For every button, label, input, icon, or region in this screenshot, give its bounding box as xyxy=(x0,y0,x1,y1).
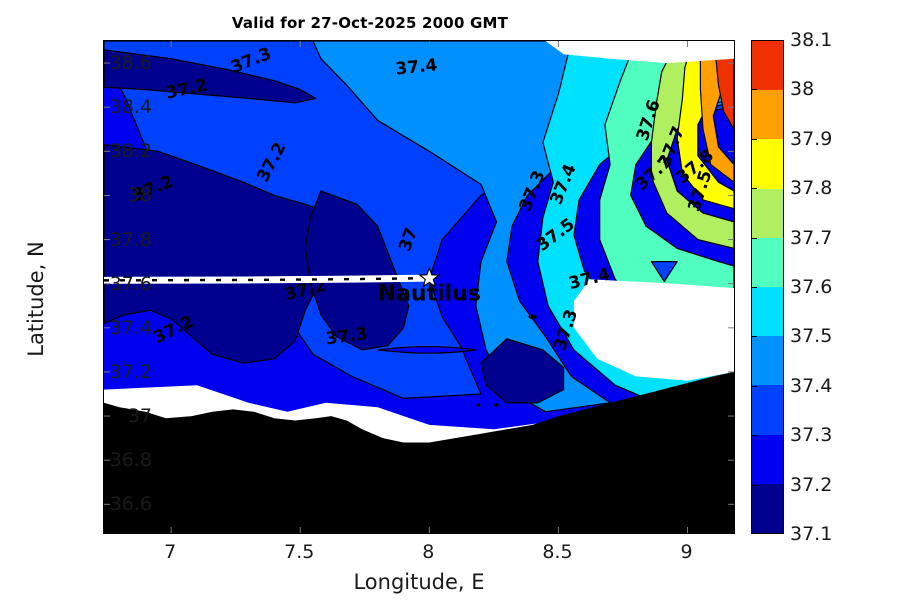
x-tick-label: 7 xyxy=(164,541,177,563)
colorbar-tick-label: 37.3 xyxy=(790,424,833,447)
figure-title: Valid for 27-Oct-2025 2000 GMT xyxy=(231,14,509,32)
colorbar-tick-label: 37.6 xyxy=(790,276,833,298)
contour-band-371-372-north xyxy=(104,49,317,104)
colorbar-tick-label: 38 xyxy=(790,78,815,101)
contour-band-371-372-southeast xyxy=(480,338,565,404)
contour-sliver xyxy=(377,345,476,354)
x-tick-label: 8.5 xyxy=(542,541,573,563)
x-tick-label: 7.5 xyxy=(284,541,315,563)
y-tick-label: 38 xyxy=(127,184,152,207)
x-tick-label: 9 xyxy=(680,541,693,563)
colorbar-tick-label: 37.4 xyxy=(790,374,833,397)
colorbar-tick-mark xyxy=(751,89,757,91)
colorbar-tick-mark xyxy=(751,237,757,239)
contour-band-371-372-central xyxy=(304,190,410,351)
y-tick-label: 38.4 xyxy=(109,96,152,119)
nautilus-label: Nautilus xyxy=(378,282,481,307)
nautilus-star-marker[interactable] xyxy=(418,266,441,288)
y-tick-label: 36.8 xyxy=(109,449,152,472)
colorbar-tick-label: 37.1 xyxy=(790,523,833,545)
colorbar-band xyxy=(752,336,783,386)
y-tick-label: 37.2 xyxy=(109,360,152,383)
colorbar-band xyxy=(752,90,783,140)
y-tick-label: 37 xyxy=(127,405,152,428)
y-tick-label: 38.2 xyxy=(109,140,152,163)
colorbar-tick-label: 37.7 xyxy=(790,226,833,249)
y-tick-label: 38.6 xyxy=(109,52,152,75)
y-tick-label: 36.6 xyxy=(109,493,152,516)
small-contour-triangle xyxy=(650,261,678,283)
colorbar-band xyxy=(752,385,783,435)
colorbar-tick-label: 37.2 xyxy=(790,473,833,496)
y-tick-label: 37.4 xyxy=(109,316,152,339)
nodata-north xyxy=(545,41,734,64)
colorbar-tick-mark xyxy=(751,336,757,338)
ship-track-group[interactable]: Nautilus xyxy=(104,266,481,307)
map-svg: 37.337.237.437.237.237.637.737.737.837.5… xyxy=(104,41,734,533)
contour-label: 37.4 xyxy=(395,55,439,79)
colorbar-tick-mark xyxy=(751,287,757,288)
colorbar-tick-mark xyxy=(751,188,757,190)
x-axis-title: Longitude, E xyxy=(353,570,485,594)
y-tick-label: 37.6 xyxy=(109,272,152,295)
islet xyxy=(494,403,499,407)
colorbar-tick-label: 37.9 xyxy=(790,127,833,150)
colorbar-band xyxy=(752,434,783,484)
colorbar-tick-label: 37.8 xyxy=(790,177,833,200)
track-line-outer xyxy=(104,274,430,284)
islet xyxy=(476,403,481,407)
colorbar-band xyxy=(752,286,783,337)
x-tick-label: 8 xyxy=(422,541,435,563)
y-tick-label: 37.8 xyxy=(109,228,152,251)
nodata-east xyxy=(573,279,734,381)
colorbar-tick-label: 37.5 xyxy=(790,325,833,348)
colorbar-tick-mark xyxy=(751,435,757,437)
map-plot-area[interactable]: 37.3 37.2 37.4 37.2 37.2 37.6 37.7 37.7 37.8 37.5… xyxy=(103,40,735,534)
colorbar[interactable] xyxy=(751,40,784,534)
colorbar-band xyxy=(752,237,783,287)
y-axis-title: Latitude, N xyxy=(24,241,48,357)
colorbar-tick-mark xyxy=(751,484,757,486)
colorbar-band xyxy=(752,188,783,238)
islet xyxy=(528,314,537,319)
colorbar-tick-mark xyxy=(751,385,757,387)
colorbar-band xyxy=(752,139,783,189)
colorbar-tick-label: 38.1 xyxy=(790,29,833,51)
contour-band-371-372-west xyxy=(104,144,353,364)
land-mass xyxy=(104,371,734,533)
colorbar-tick-mark xyxy=(751,138,757,140)
colorbar-band xyxy=(752,41,783,91)
colorbar-band xyxy=(752,483,783,533)
